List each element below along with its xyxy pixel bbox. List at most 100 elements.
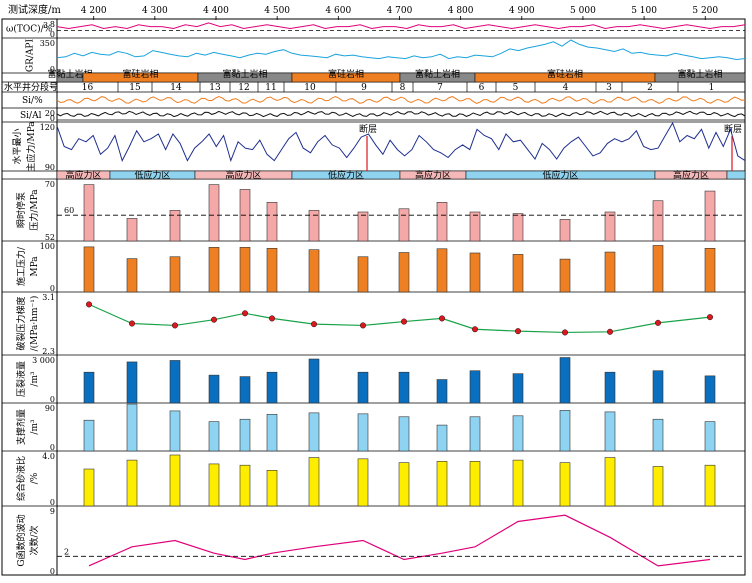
grad-marker xyxy=(241,310,248,317)
treat-bar xyxy=(266,247,278,293)
prop-bar xyxy=(308,412,320,452)
isip-bar xyxy=(357,211,369,242)
facies-block xyxy=(654,72,746,83)
depth-tick-label: 4 800 xyxy=(448,6,474,16)
grad-marker xyxy=(171,322,178,329)
sand-bar xyxy=(512,459,524,507)
treat-bar xyxy=(559,258,571,293)
sand-scale-bottom: 0 xyxy=(50,498,55,507)
depth-tick-label: 4 900 xyxy=(509,6,535,16)
treat-scale-bottom: 0 xyxy=(50,284,55,293)
stress-zone-label: 低应力区 xyxy=(134,169,170,181)
treat-ylabel: 施工压力/ xyxy=(15,246,27,286)
fluid-bar xyxy=(266,371,278,404)
segment-label: 9 xyxy=(361,83,367,93)
stress-zone-block xyxy=(726,170,746,180)
depth-tick-label: 4 300 xyxy=(142,6,168,16)
segment-label: 12 xyxy=(238,83,249,93)
prop-ylabel: 支撑剂量 xyxy=(15,409,27,445)
prop-bar xyxy=(208,421,220,452)
isip-ylabel: 瞬时停泵 xyxy=(15,192,27,228)
fluid-bar xyxy=(308,358,320,404)
stress-scale-top: 120 xyxy=(40,123,55,132)
fluid-bar xyxy=(512,373,524,404)
figure-border xyxy=(1,18,746,576)
facies-label: 富硅岩相 xyxy=(328,68,364,80)
isip-ylabel-2: 压力/MPa xyxy=(28,189,40,231)
grad-marker xyxy=(472,326,479,333)
segment-label: 16 xyxy=(82,83,94,93)
toc-scale-top: 8 xyxy=(50,20,55,29)
sand-bar xyxy=(169,454,181,507)
grad-line xyxy=(88,303,711,334)
depth-tick-label: 5 000 xyxy=(570,6,596,16)
depth-tick-label: 4 200 xyxy=(81,6,107,16)
log-curves xyxy=(56,22,746,163)
sand-bar xyxy=(604,457,616,507)
isip-reference-label: 60 xyxy=(64,206,74,215)
fluid-scale-bottom: 0 xyxy=(50,395,55,404)
treat-bar xyxy=(604,251,616,293)
toc-ylabel: ω(TOC)/% xyxy=(6,24,53,35)
grad-marker xyxy=(515,328,522,335)
depth-axis-label: 测试深度/m xyxy=(8,3,61,16)
gr-scale-bottom: 0 xyxy=(50,65,55,74)
treat-bar xyxy=(239,247,251,293)
prop-bar xyxy=(126,403,138,452)
grad-marker xyxy=(607,328,614,335)
sand-ylabel: 综合砂液比 xyxy=(15,456,27,501)
treat-bar xyxy=(512,254,524,293)
depth-tick-label: 4 600 xyxy=(325,6,351,16)
gcount-ylabel: G函数的波动 xyxy=(15,514,27,566)
sand-bar xyxy=(83,468,95,507)
sand-bar xyxy=(704,464,716,507)
si-curve xyxy=(56,95,746,104)
segment-label: 8 xyxy=(400,83,406,93)
gr-curve xyxy=(56,39,746,61)
prop-bar xyxy=(239,418,251,452)
sial-curve xyxy=(56,110,746,118)
treat-bar xyxy=(169,256,181,293)
segment-label: 1 xyxy=(709,83,715,93)
sand-bar xyxy=(469,461,481,507)
fluid-ylabel: 压裂液量 xyxy=(15,361,27,397)
stress-ylabel-2: 主应力/MPa xyxy=(25,121,37,172)
sand-bar xyxy=(308,457,320,507)
grad-scale-top: 3.1 xyxy=(42,293,55,302)
segment-label: 7 xyxy=(437,83,443,93)
toc-curve xyxy=(56,22,746,30)
grad-ylabel-2: /(MPa·hm⁻¹) xyxy=(29,296,40,352)
fluid-ylabel-2: /m³ xyxy=(30,371,40,387)
fault-label: 断层 xyxy=(724,123,742,135)
segment-label: 10 xyxy=(304,83,316,93)
fluid-bar xyxy=(83,371,95,404)
sand-bar xyxy=(239,464,251,507)
facies-band: 富黏土岩相 富硅岩相 富黏土岩相 富硅岩相 富黏土岩相 富硅岩相 富黏土岩相 xyxy=(47,68,746,83)
segment-label: 15 xyxy=(129,83,141,93)
fluid-bar xyxy=(652,370,664,404)
stage-bars: 60 xyxy=(57,184,745,507)
panel-y-labels: ω(TOC)/% GR/API 水平井分段号 Si/% Si/Al 水平最小 主应力/MPa… xyxy=(4,20,58,576)
isip-bar xyxy=(83,184,95,242)
grad-marker xyxy=(128,320,135,327)
sial-scale-top: 20 xyxy=(45,109,55,118)
isip-bar xyxy=(266,202,278,242)
prop-bar xyxy=(436,424,448,452)
fluid-bar xyxy=(559,357,571,404)
si-ylabel: Si/% xyxy=(22,96,43,106)
fluid-scale-top: 3 000 xyxy=(32,356,55,365)
stress-ylabel: 水平最小 xyxy=(11,128,23,164)
fluid-bar xyxy=(704,375,716,404)
prop-scale-bottom: 0 xyxy=(50,443,55,452)
isip-bar xyxy=(208,184,220,242)
isip-scale-bottom: 52 xyxy=(45,233,55,242)
stress-curve xyxy=(56,121,746,163)
treat-bar xyxy=(469,252,481,293)
treat-bar xyxy=(126,258,138,293)
depth-tick-label: 5 200 xyxy=(692,6,718,16)
isip-bar xyxy=(308,210,320,242)
segment-label: 6 xyxy=(479,83,485,93)
segment-label: 11 xyxy=(265,83,276,93)
prop-bar xyxy=(559,410,571,452)
facies-label: 富黏土岩相 xyxy=(677,68,722,80)
